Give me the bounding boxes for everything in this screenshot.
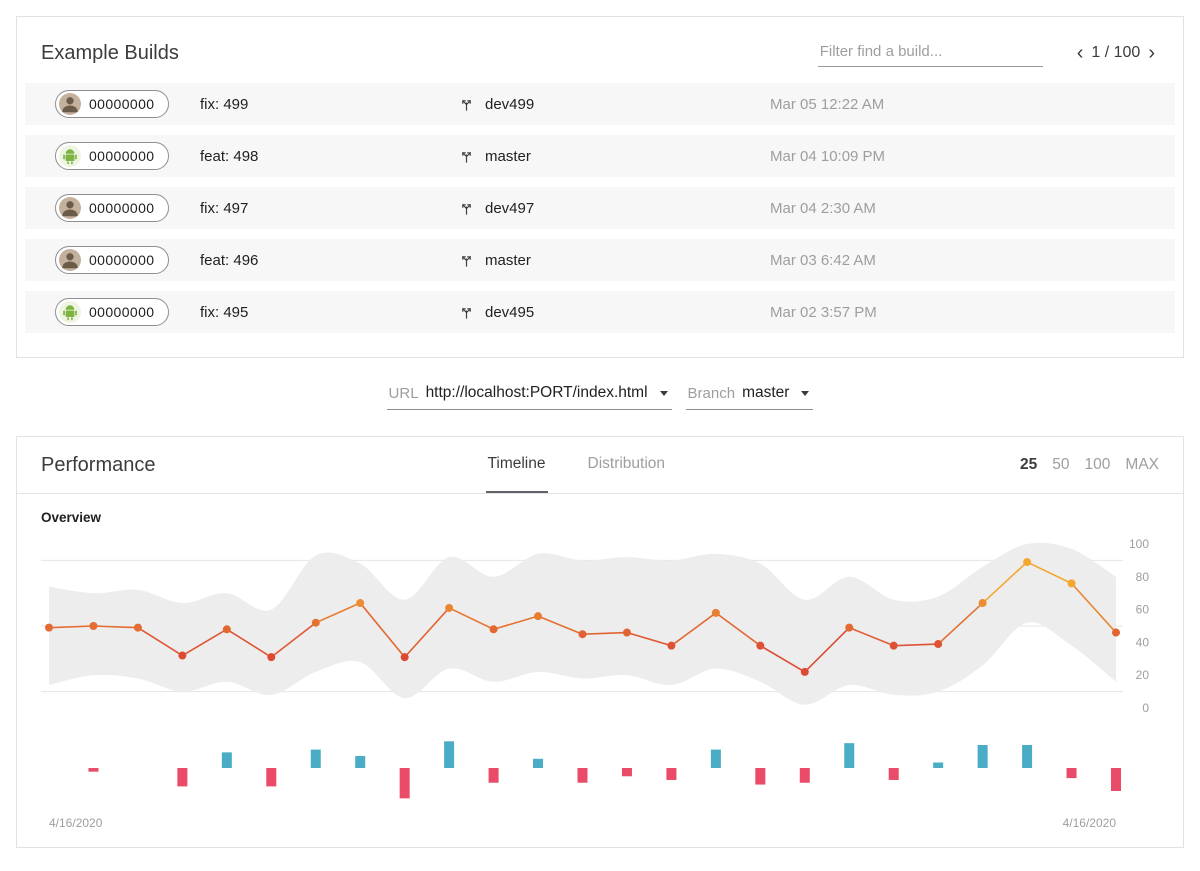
commit-hash-badge[interactable]: 00000000 — [55, 90, 169, 118]
performance-tabs: Timeline Distribution — [485, 437, 668, 493]
build-row[interactable]: 00000000 feat: 498 master Mar 04 10:09 P… — [25, 135, 1175, 177]
commit-hash: 00000000 — [89, 200, 155, 216]
page-indicator: 1 / 100 — [1091, 44, 1141, 61]
branch-name: dev495 — [485, 303, 535, 321]
chart-block: Overview 0 20 40 60 80 100 4/16/2020 4/16/2020 — [17, 494, 1183, 847]
branch-cell: dev495 — [458, 304, 770, 321]
commit-message: fix: 495 — [200, 303, 249, 321]
branch-cell: master — [458, 148, 770, 165]
limit-25[interactable]: 25 — [1020, 456, 1038, 473]
person-avatar-icon — [62, 201, 78, 217]
chart-title: Overview — [41, 510, 102, 525]
build-row[interactable]: 00000000 fix: 495 dev495 Mar 02 3:57 PM — [25, 291, 1175, 333]
commit-hash-badge[interactable]: 00000000 — [55, 246, 169, 274]
branch-icon — [458, 304, 475, 321]
build-date: Mar 03 6:42 AM — [770, 251, 876, 269]
build-list: 00000000 fix: 499 dev499 Mar 05 12:22 AM… — [17, 83, 1183, 357]
commit-hash: 00000000 — [89, 304, 155, 320]
url-label: URL — [388, 384, 419, 402]
build-date: Mar 05 12:22 AM — [770, 95, 885, 113]
y-axis-labels: 0 20 40 60 80 100 — [1129, 537, 1149, 715]
build-row[interactable]: 00000000 feat: 496 master Mar 03 6:42 AM — [25, 239, 1175, 281]
svg-text:60: 60 — [1136, 603, 1150, 617]
svg-text:100: 100 — [1129, 537, 1149, 551]
branch-name: dev497 — [485, 199, 535, 217]
avatar — [59, 145, 81, 167]
branch-name: dev499 — [485, 95, 535, 113]
avatar — [59, 93, 81, 115]
person-avatar-icon — [62, 97, 78, 113]
android-avatar-icon — [63, 149, 77, 165]
svg-text:20: 20 — [1136, 668, 1150, 682]
selectors-row: URL http://localhost:PORT/index.html Bra… — [0, 382, 1200, 410]
commit-hash-badge[interactable]: 00000000 — [55, 142, 169, 170]
branch-cell: master — [458, 252, 770, 269]
url-value: http://localhost:PORT/index.html — [425, 384, 648, 401]
x-axis-end-label: 4/16/2020 — [1063, 816, 1117, 830]
branch-name: master — [485, 251, 531, 269]
branch-cell: dev497 — [458, 200, 770, 217]
person-avatar-icon — [62, 253, 78, 269]
avatar — [59, 301, 81, 323]
tab-timeline[interactable]: Timeline — [485, 437, 548, 493]
commit-message: feat: 498 — [200, 147, 259, 165]
limit-100[interactable]: 100 — [1084, 456, 1111, 473]
branch-icon — [458, 200, 475, 217]
build-date: Mar 04 2:30 AM — [770, 199, 876, 217]
svg-text:80: 80 — [1136, 570, 1150, 584]
score-confidence-band — [49, 542, 1116, 705]
pagination: ‹ 1 / 100 › — [1073, 43, 1159, 63]
commit-hash: 00000000 — [89, 96, 155, 112]
branch-cell: dev499 — [458, 96, 770, 113]
svg-text:40: 40 — [1136, 635, 1150, 649]
commit-hash: 00000000 — [89, 148, 155, 164]
branch-name: master — [485, 147, 531, 165]
commit-message: feat: 496 — [200, 251, 259, 269]
branch-icon — [458, 148, 475, 165]
commit-message: fix: 499 — [200, 95, 249, 113]
delta-bars[interactable] — [88, 741, 1121, 799]
branch-select[interactable]: Branch master — [685, 382, 814, 410]
avatar — [59, 249, 81, 271]
builds-title: Example Builds — [41, 41, 179, 64]
build-date: Mar 02 3:57 PM — [770, 303, 877, 321]
url-select[interactable]: URL http://localhost:PORT/index.html — [386, 382, 672, 410]
commit-hash-badge[interactable]: 00000000 — [55, 194, 169, 222]
branch-icon — [458, 252, 475, 269]
score-line — [48, 561, 1117, 673]
commit-hash: 00000000 — [89, 252, 155, 268]
tab-distribution[interactable]: Distribution — [587, 455, 666, 472]
builds-card: Example Builds ‹ 1 / 100 › 00000000 fix:… — [16, 16, 1184, 358]
build-row[interactable]: 00000000 fix: 499 dev499 Mar 05 12:22 AM — [25, 83, 1175, 125]
performance-chart: 0 20 40 60 80 100 4/16/2020 4/16/2020 — [41, 537, 1149, 830]
filter-input[interactable] — [817, 39, 1043, 67]
branch-value: master — [742, 384, 790, 401]
avatar — [59, 197, 81, 219]
score-points[interactable] — [45, 558, 1120, 676]
next-page-button[interactable]: › — [1144, 43, 1159, 63]
prev-page-button[interactable]: ‹ — [1073, 43, 1088, 63]
branch-icon — [458, 96, 475, 113]
svg-text:0: 0 — [1142, 701, 1149, 715]
build-row[interactable]: 00000000 fix: 497 dev497 Mar 04 2:30 AM — [25, 187, 1175, 229]
performance-header: Performance Timeline Distribution 25 50 … — [17, 437, 1183, 494]
chevron-down-icon — [801, 390, 810, 396]
branch-label: Branch — [687, 384, 736, 402]
limit-max[interactable]: MAX — [1125, 456, 1159, 473]
performance-card: Performance Timeline Distribution 25 50 … — [16, 436, 1184, 848]
builds-header: Example Builds ‹ 1 / 100 › — [17, 17, 1183, 83]
build-date: Mar 04 10:09 PM — [770, 147, 886, 165]
limit-50[interactable]: 50 — [1052, 456, 1070, 473]
commit-message: fix: 497 — [200, 199, 249, 217]
x-axis-start-label: 4/16/2020 — [49, 816, 103, 830]
performance-title: Performance — [41, 453, 156, 476]
commit-hash-badge[interactable]: 00000000 — [55, 298, 169, 326]
limit-options: 25 50 100 MAX — [1020, 456, 1159, 474]
chevron-down-icon — [659, 390, 668, 396]
android-avatar-icon — [63, 305, 77, 321]
